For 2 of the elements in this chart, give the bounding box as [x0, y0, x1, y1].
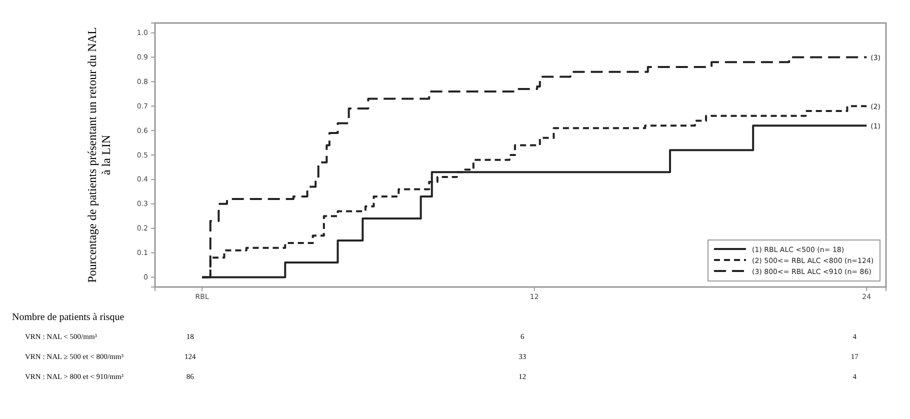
- text: Nombre de patients à risque: [12, 312, 125, 323]
- y-axis-title: Pourcentage de patients présentant un retour du NAL à la LIN: [85, 27, 113, 283]
